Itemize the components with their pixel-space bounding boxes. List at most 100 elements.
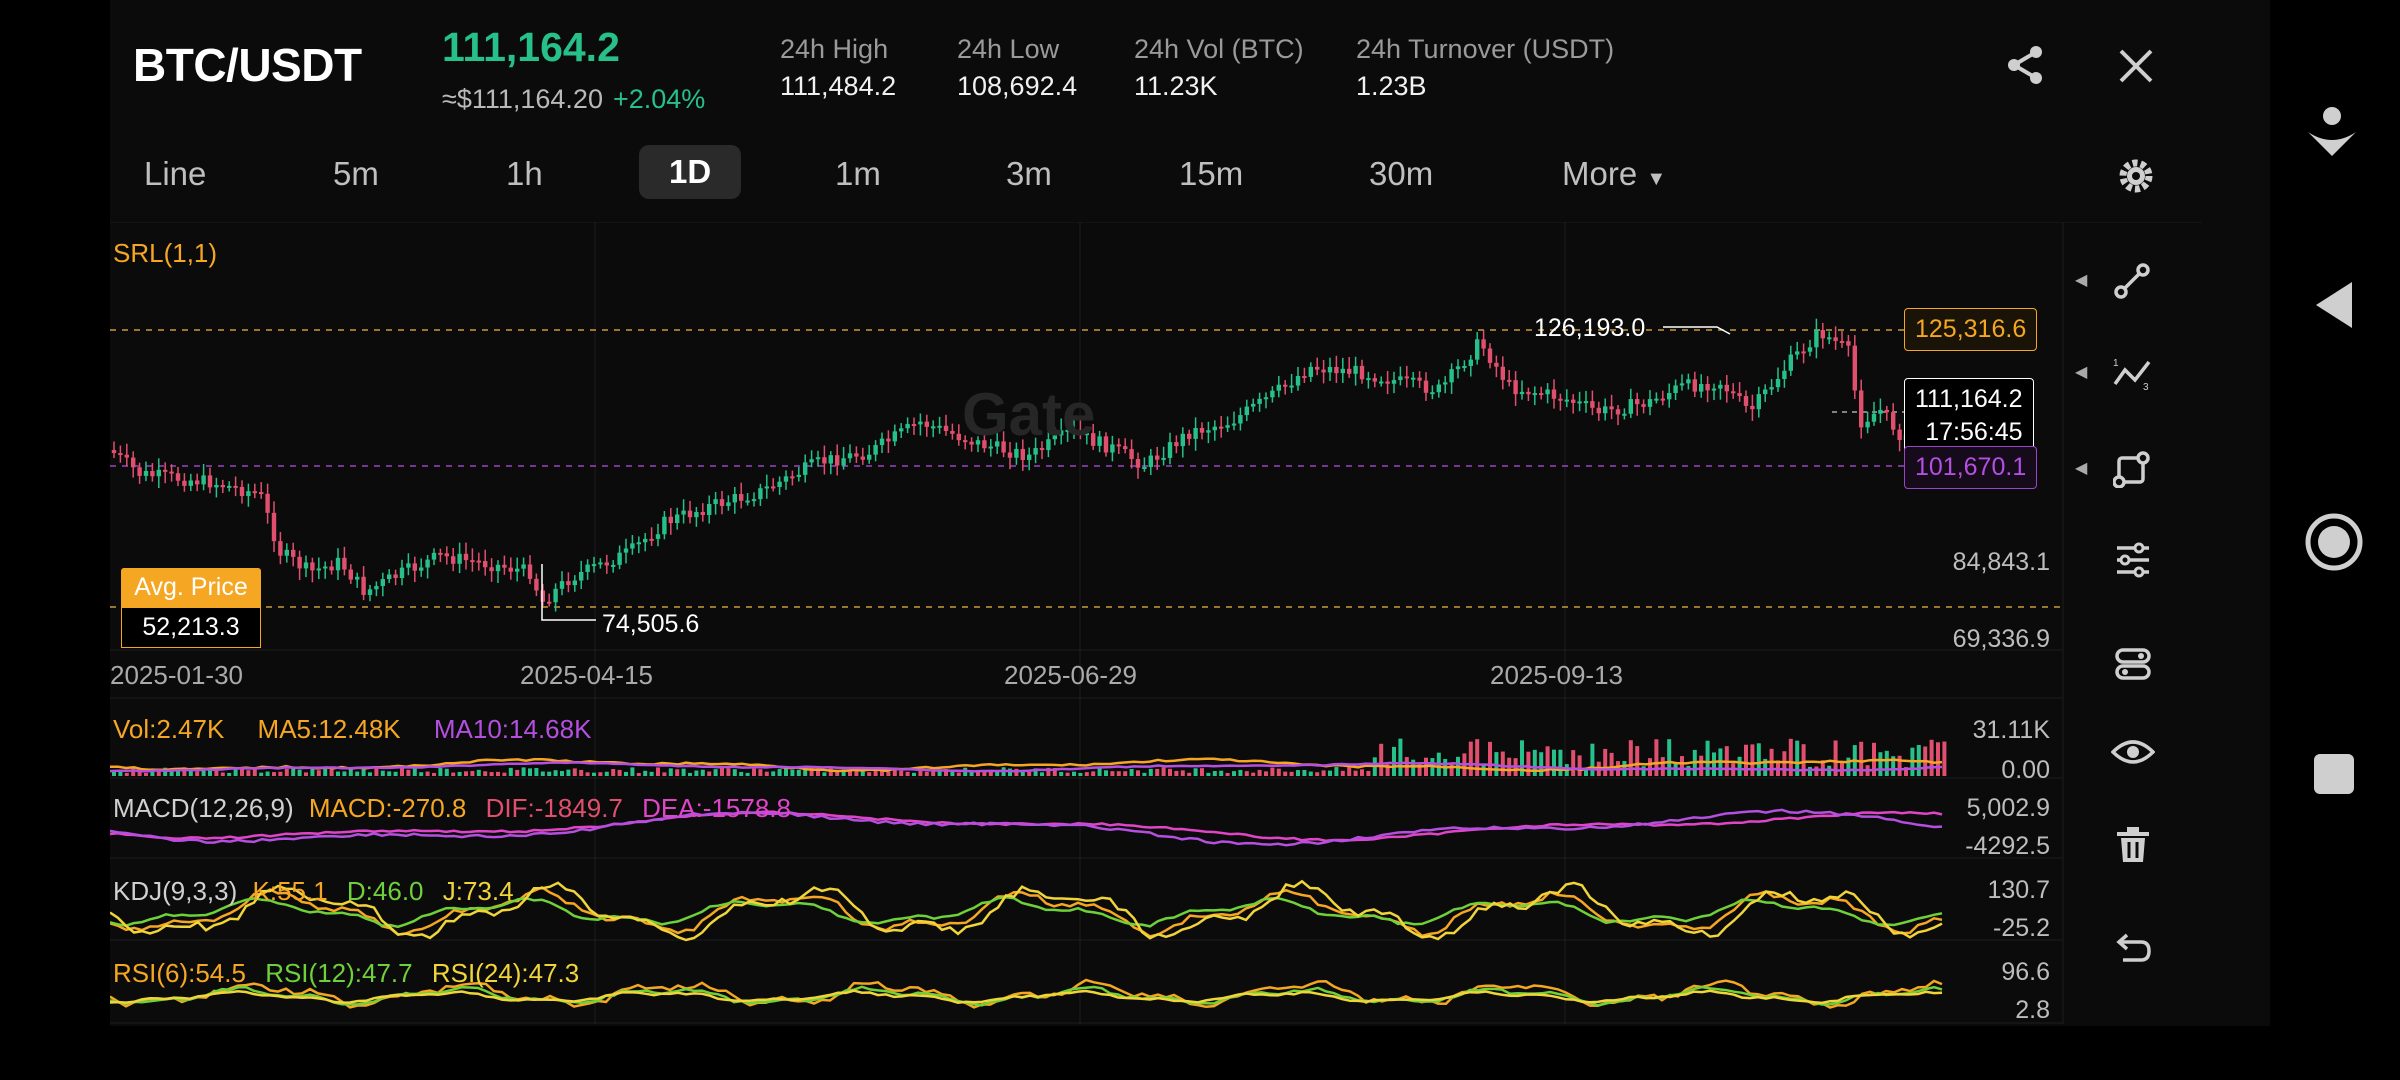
upper-line-value[interactable]: 125,316.6 <box>1904 308 2038 351</box>
candle-body <box>1852 345 1857 391</box>
expand-caret-icon[interactable]: ◀ <box>2075 364 2088 381</box>
candle-body <box>1020 448 1025 460</box>
tab-5m[interactable]: 5m <box>333 155 379 192</box>
candle-body <box>1327 366 1333 373</box>
tab-3m[interactable]: 3m <box>1006 155 1052 192</box>
volume-bar <box>464 771 468 776</box>
indicator-settings-icon[interactable] <box>2113 540 2153 580</box>
assistant-icon[interactable] <box>2306 106 2358 162</box>
candle-body <box>406 563 411 568</box>
price-chart[interactable] <box>110 222 2202 1024</box>
volume-legend[interactable]: Vol:2.47K MA5:12.48K MA10:14.68K <box>113 714 591 745</box>
shape-tool-icon[interactable] <box>2113 448 2153 488</box>
volume-bar <box>374 768 379 776</box>
volume-bar <box>700 769 705 776</box>
candle-body <box>1878 409 1883 414</box>
candle-body <box>911 424 917 427</box>
candle-body <box>924 421 929 427</box>
macd-value: MACD:-270.8 <box>308 793 467 823</box>
kdj-k: K:55.1 <box>252 876 328 906</box>
volume-bar <box>931 770 936 776</box>
candle-body <box>707 503 712 516</box>
candle-body <box>1859 390 1864 428</box>
avg-price-badge[interactable]: Avg. Price 52,213.3 <box>121 568 261 648</box>
stat-24h-vol: 24h Vol (BTC) 11.23K <box>1134 34 1304 102</box>
home-icon[interactable] <box>2304 512 2364 572</box>
kdj-d: D:46.0 <box>346 876 424 906</box>
candle-body <box>559 581 565 589</box>
candle-body <box>1001 441 1006 453</box>
layout-icon[interactable] <box>2113 644 2153 684</box>
candle-body <box>1334 366 1339 374</box>
volume-bar <box>457 771 462 776</box>
volume-bar <box>1936 742 1940 776</box>
tab-1d[interactable]: 1D <box>639 145 742 199</box>
pair-title[interactable]: BTC/USDT <box>133 39 362 91</box>
candle-body <box>1660 398 1665 401</box>
back-icon[interactable] <box>2314 280 2354 330</box>
tab-15m[interactable]: 15m <box>1179 155 1244 192</box>
volume-bar <box>406 769 411 776</box>
tab-1h[interactable]: 1h <box>506 155 543 192</box>
candle-body <box>355 576 360 580</box>
candle-body <box>1455 366 1461 370</box>
vol-ma5-line <box>110 757 1943 773</box>
chart-settings-gear-icon[interactable] <box>2116 156 2156 201</box>
volume-bar <box>1641 766 1646 776</box>
volume-bar <box>1648 758 1652 776</box>
close-icon[interactable] <box>2118 48 2154 89</box>
recents-icon[interactable] <box>2312 752 2356 796</box>
candle-body <box>515 568 520 572</box>
volume-bar <box>604 771 609 776</box>
volume-bar <box>240 768 244 776</box>
volume-bar <box>1411 759 1416 776</box>
candle-body <box>431 552 437 560</box>
volume-bar <box>1788 738 1793 776</box>
candle-body <box>1577 401 1582 404</box>
candle-body <box>1167 442 1173 458</box>
volume-bar <box>918 769 923 776</box>
rsi-legend[interactable]: RSI(6):54.5 RSI(12):47.7 RSI(24):47.3 <box>113 958 579 989</box>
volume-bar <box>1059 771 1064 776</box>
candle-body <box>361 576 366 595</box>
candle-body <box>150 470 155 477</box>
tab-30m[interactable]: 30m <box>1369 155 1434 192</box>
volume-bar <box>1308 771 1313 776</box>
volume-bar <box>1897 755 1902 776</box>
kdj-legend[interactable]: KDJ(9,3,3) K:55.1 D:46.0 J:73.4 <box>113 876 514 907</box>
candle-body <box>745 500 750 503</box>
volume-bar <box>1737 756 1742 776</box>
candle-body <box>1462 365 1467 368</box>
visibility-icon[interactable] <box>2111 736 2155 768</box>
tab-1m[interactable]: 1m <box>835 155 881 192</box>
volume-bar <box>848 770 852 776</box>
expand-caret-icon[interactable]: ◀ <box>2075 272 2088 289</box>
volume-bar <box>758 769 763 776</box>
x-tick-2: 2025-04-15 <box>520 660 653 690</box>
candle-body <box>732 494 737 503</box>
macd-name: MACD(12,26,9) <box>113 793 294 823</box>
volume-bar <box>784 768 788 776</box>
volume-bar <box>124 772 129 776</box>
lower-line-value[interactable]: 101,670.1 <box>1904 446 2038 489</box>
tab-more[interactable]: More ▼ <box>1562 155 1666 193</box>
volume-bar <box>1475 739 1480 776</box>
expand-caret-icon[interactable]: ◀ <box>2075 460 2088 477</box>
volume-bar <box>355 771 360 776</box>
delete-icon[interactable] <box>2115 826 2151 864</box>
srl-indicator-label[interactable]: SRL(1,1) <box>113 238 218 268</box>
candle-body <box>1692 379 1697 392</box>
candle-body <box>1097 436 1102 446</box>
candle-body <box>1609 406 1614 410</box>
share-icon[interactable] <box>2004 44 2046 91</box>
candle-body <box>1494 362 1499 367</box>
tab-line[interactable]: Line <box>144 155 207 192</box>
candle-body <box>1251 403 1256 407</box>
draw-line-icon[interactable] <box>2113 262 2151 300</box>
approx-usd-value: ≈$111,164.20 <box>442 84 603 114</box>
volume-bar <box>329 768 334 776</box>
undo-icon[interactable] <box>2113 932 2153 966</box>
volume-bar <box>291 768 296 776</box>
macd-legend[interactable]: MACD(12,26,9) MACD:-270.8 DIF:-1849.7 DE… <box>113 793 791 824</box>
